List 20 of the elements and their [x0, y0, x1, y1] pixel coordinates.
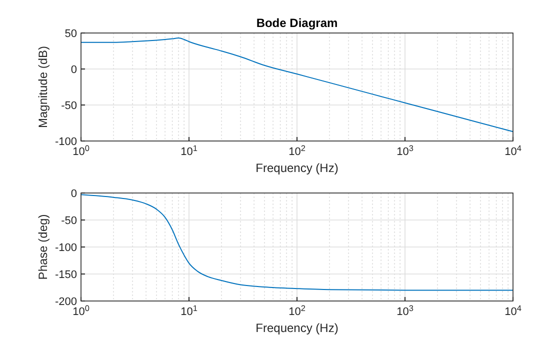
x-axis-title: Frequency (Hz)	[256, 321, 338, 335]
y-tick-label: -50	[61, 100, 77, 112]
y-tick-label: -50	[61, 215, 77, 227]
y-tick-label: 50	[64, 28, 77, 40]
x-tick-label: 10$^{3}$	[396, 144, 414, 158]
y-tick-label: -100	[54, 242, 77, 254]
y-tick-label: 0	[70, 188, 77, 200]
y-axis-title: Phase (deg)	[36, 214, 50, 280]
x-tick-label: 10$^{4}$	[504, 144, 522, 158]
y-tick-label: 0	[70, 64, 77, 76]
x-tick-label: 10$^{4}$	[504, 304, 522, 318]
x-tick-label: 10$^{3}$	[396, 304, 414, 318]
x-axis-title: Frequency (Hz)	[256, 161, 338, 175]
y-axis-title: Magnitude (dB)	[36, 46, 50, 128]
x-tick-label: 10$^{1}$	[180, 144, 198, 158]
x-tick-label: 10$^{2}$	[288, 144, 306, 158]
y-tick-label: -150	[54, 269, 77, 281]
chart-title: Bode Diagram	[256, 16, 338, 30]
x-tick-label: 10$^{1}$	[180, 304, 198, 318]
x-tick-label: 10$^{2}$	[288, 304, 306, 318]
